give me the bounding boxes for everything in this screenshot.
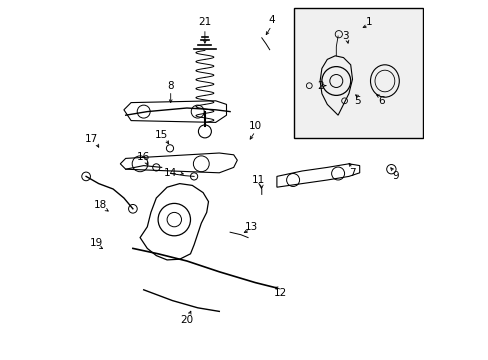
Text: 10: 10 xyxy=(248,121,262,131)
Text: 20: 20 xyxy=(180,315,193,325)
Bar xyxy=(294,8,422,138)
Text: 7: 7 xyxy=(348,168,355,178)
Text: 4: 4 xyxy=(267,15,274,25)
Text: 21: 21 xyxy=(198,17,211,27)
Text: 6: 6 xyxy=(377,96,384,106)
Text: 17: 17 xyxy=(85,134,98,144)
Text: 9: 9 xyxy=(391,171,398,181)
Text: 13: 13 xyxy=(244,222,258,232)
Text: 12: 12 xyxy=(273,288,286,298)
Text: 18: 18 xyxy=(94,200,107,210)
Text: 3: 3 xyxy=(341,31,348,41)
Text: 5: 5 xyxy=(354,96,361,106)
Text: 14: 14 xyxy=(164,168,177,178)
Text: 2: 2 xyxy=(316,81,323,91)
Text: 1: 1 xyxy=(365,17,371,27)
Text: 11: 11 xyxy=(252,175,265,185)
Text: 8: 8 xyxy=(167,81,174,91)
Text: 19: 19 xyxy=(90,238,103,248)
Text: 15: 15 xyxy=(155,130,168,140)
Text: 16: 16 xyxy=(137,152,150,162)
